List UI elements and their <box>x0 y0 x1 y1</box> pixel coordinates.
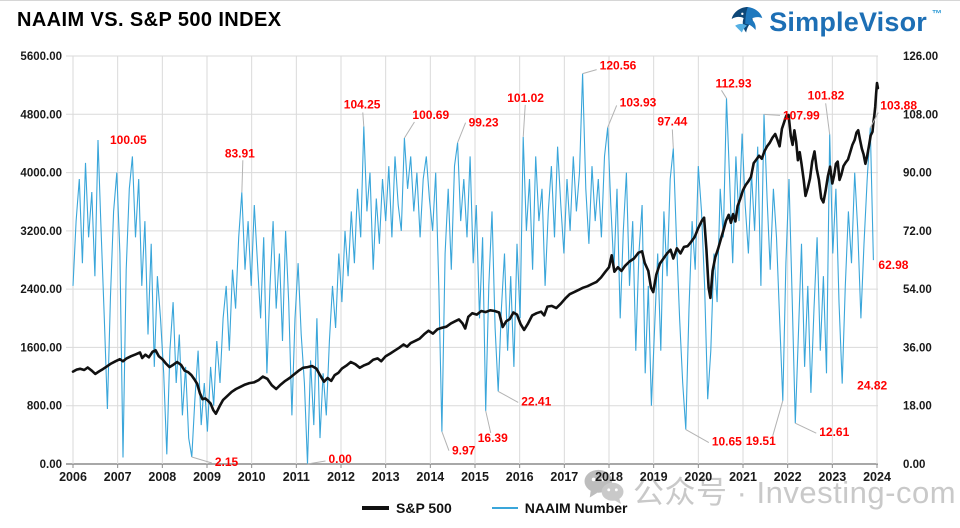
legend-label-naaim: NAAIM Number <box>524 500 628 516</box>
annotation-value: 0.00 <box>329 452 353 466</box>
eagle-icon <box>730 6 764 42</box>
naaim-number-line <box>72 73 874 465</box>
annotation-leader-line <box>457 122 467 143</box>
right-axis-tick: 72.00 <box>903 226 932 238</box>
annotation-leader-line <box>362 112 365 127</box>
annotation-value: 112.93 <box>715 76 751 90</box>
legend-label-sp500: S&P 500 <box>396 500 452 516</box>
x-axis-tick: 2020 <box>684 470 712 484</box>
annotation-leader-line <box>497 390 519 403</box>
x-axis-tick: 2022 <box>774 470 802 484</box>
legend-item-sp500: S&P 500 <box>362 500 452 516</box>
left-axis-tick: 3200.00 <box>20 226 62 238</box>
trademark-symbol: ™ <box>932 9 942 20</box>
x-axis-tick: 2012 <box>327 470 355 484</box>
page-title: NAAIM VS. S&P 500 INDEX <box>17 9 282 31</box>
annotation-value: 24.82 <box>857 379 887 393</box>
annotation-value: 104.25 <box>344 97 381 111</box>
annotation-value: 101.02 <box>507 91 544 105</box>
x-axis-tick: 2016 <box>506 470 534 484</box>
annotation-value: 12.61 <box>819 425 849 439</box>
right-axis-tick: 90.00 <box>903 168 932 180</box>
x-axis-tick: 2011 <box>283 470 310 484</box>
right-axis-tick: 36.00 <box>903 342 932 354</box>
annotation-leader-line <box>825 103 831 135</box>
x-axis-tick: 2010 <box>238 470 266 484</box>
left-axis-tick: 4800.00 <box>20 109 62 121</box>
x-axis-tick: 2021 <box>729 470 757 484</box>
sp500-line <box>71 81 880 415</box>
annotation-value: 97.44 <box>657 114 687 128</box>
x-axis-tick: 2008 <box>148 470 176 484</box>
annotation-value: 10.65 <box>712 435 742 449</box>
chart-legend: S&P 500 NAAIM Number <box>362 500 657 516</box>
annotation-value: 100.05 <box>110 133 147 147</box>
x-axis-tick: 2007 <box>104 470 132 484</box>
wechat-icon <box>583 468 625 511</box>
annotation-leader-line <box>404 121 415 139</box>
annotation-leader-line <box>485 410 492 434</box>
annotation-leader-line <box>795 422 817 434</box>
sp500-line-swatch <box>362 506 389 510</box>
x-axis-tick: 2023 <box>818 470 846 484</box>
annotation-leader-line <box>241 160 244 193</box>
annotation-value: 19.51 <box>746 434 776 448</box>
annotation-leader-line <box>721 90 727 99</box>
legend-item-naaim: NAAIM Number <box>491 500 628 516</box>
annotation-value: 100.69 <box>412 108 449 122</box>
left-axis-tick: 2400.00 <box>20 284 62 296</box>
annotation-value: 62.98 <box>878 258 908 272</box>
naaim-line-swatch <box>491 507 518 509</box>
annotation-leader-line <box>607 105 618 128</box>
right-axis-tick: 0.00 <box>903 459 925 471</box>
x-axis-tick: 2015 <box>461 470 489 484</box>
annotation-value: 9.97 <box>452 444 476 458</box>
x-axis-tick: 2013 <box>372 470 400 484</box>
right-axis-tick: 18.00 <box>903 401 932 413</box>
x-axis-tick: 2024 <box>863 470 891 484</box>
watermark-text: 公众号 · Investing-com <box>633 475 957 510</box>
right-axis-tick: 126.00 <box>903 51 938 63</box>
right-axis-tick: 108.00 <box>903 109 938 121</box>
watermark: 公众号 · Investing-com <box>583 467 956 512</box>
left-axis-tick: 1600.00 <box>20 342 62 354</box>
annotation-value: 83.91 <box>225 146 255 160</box>
annotation-leader-line <box>307 460 326 465</box>
brand-logo: SimpleVisor ™ <box>730 6 942 42</box>
annotation-value: 103.93 <box>620 95 657 109</box>
right-axis-tick: 54.00 <box>903 284 932 296</box>
annotation-leader-line <box>869 112 879 128</box>
brand-name: SimpleVisor <box>769 7 927 37</box>
annotation-value: 101.82 <box>808 88 845 102</box>
annotation-value: 103.88 <box>880 99 917 113</box>
annotation-leader-line <box>441 431 450 451</box>
annotation-value: 107.99 <box>783 108 820 122</box>
left-axis-tick: 0.00 <box>40 459 62 471</box>
left-axis-tick: 800.00 <box>27 401 62 413</box>
annotation-leader-line <box>671 129 674 149</box>
annotation-value: 2.15 <box>215 455 239 469</box>
annotation-leader-line <box>772 400 784 436</box>
left-axis-tick: 4000.00 <box>20 168 62 180</box>
annotation-leader-line <box>522 104 526 137</box>
x-axis-tick: 2009 <box>193 470 221 484</box>
annotation-value: 99.23 <box>469 116 499 130</box>
annotation-leader-line <box>582 69 597 75</box>
left-axis-tick: 5600.00 <box>20 51 62 63</box>
x-axis-tick: 2017 <box>550 470 578 484</box>
annotation-value: 120.56 <box>600 59 637 73</box>
x-axis-tick: 2018 <box>595 470 623 484</box>
annotation-leader-line <box>763 113 781 116</box>
annotation-leader-line <box>685 429 710 443</box>
x-axis-tick: 2014 <box>416 470 444 484</box>
annotation-value: 22.41 <box>521 394 551 408</box>
x-axis-tick: 2006 <box>59 470 87 484</box>
annotation-leader-line <box>191 456 212 464</box>
x-axis-tick: 2019 <box>640 470 668 484</box>
annotation-value: 16.39 <box>478 431 508 445</box>
